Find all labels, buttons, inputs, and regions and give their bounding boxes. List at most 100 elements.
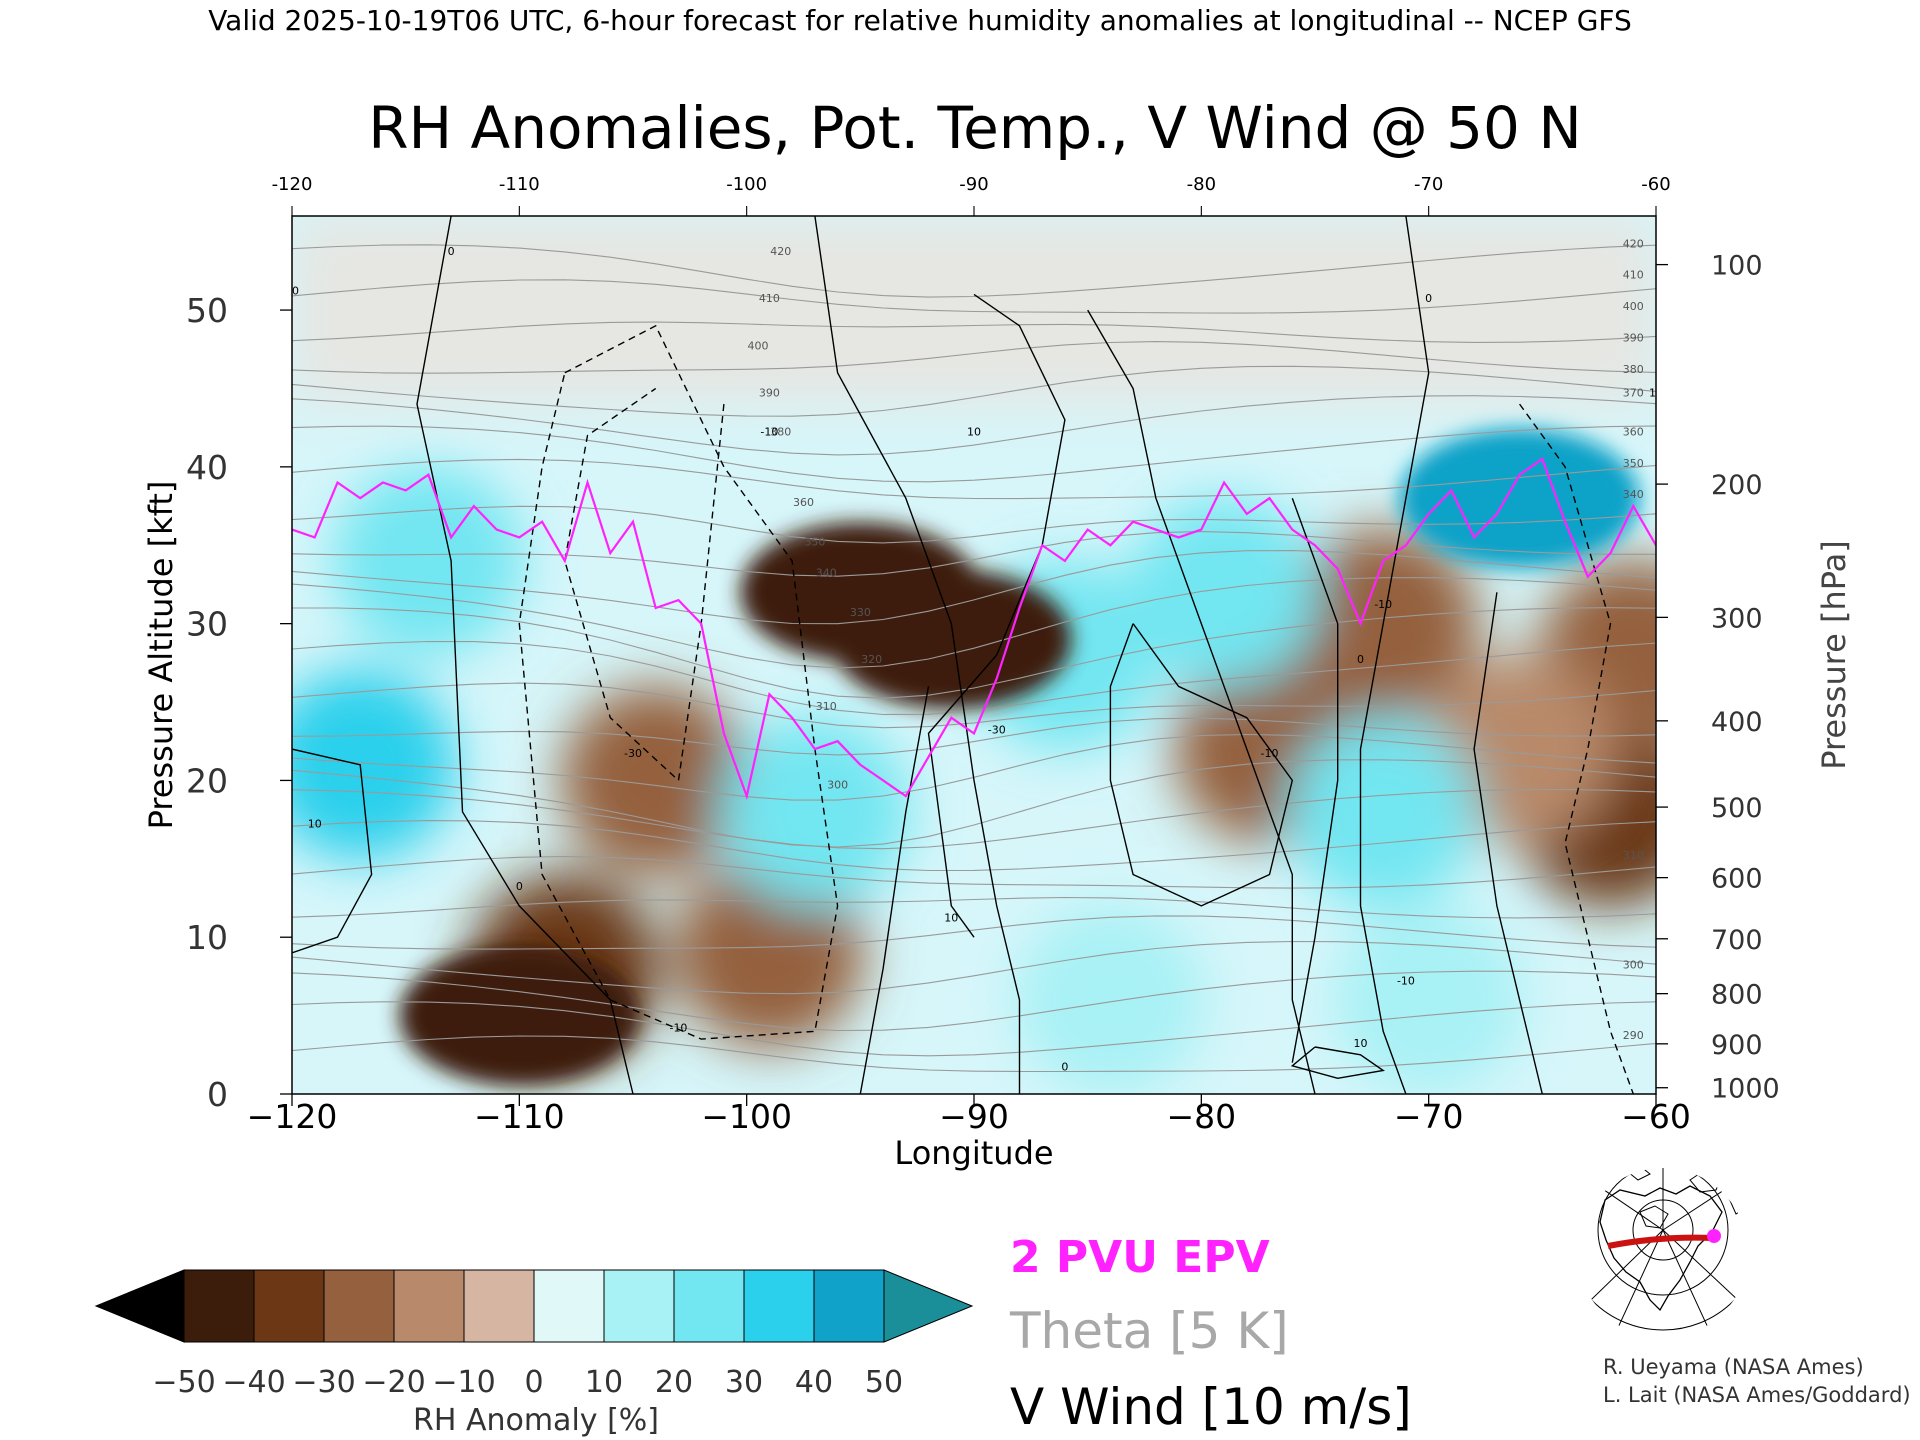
theta-label-16: 380: [1623, 363, 1644, 376]
colorbar-label: RH Anomaly [%]: [413, 1403, 659, 1438]
theta-label-19: 350: [1623, 457, 1644, 470]
theta-isentrope-405: [292, 341, 1656, 374]
colorbar-tick-label: −30: [292, 1365, 355, 1400]
rh-feature-19: [1333, 904, 1524, 1094]
pressure-tick-label: 800: [1711, 980, 1763, 1011]
v-wind-contour-10: [1519, 403, 1634, 1094]
theta-label-10: 310: [816, 700, 837, 713]
theta-label-13: 410: [1623, 269, 1644, 282]
page-header: Valid 2025-10-19T06 UTC, 6-hour forecast…: [208, 4, 1632, 37]
top-tick-label: -60: [1641, 174, 1670, 195]
v-wind-contour-6: [1087, 309, 1316, 1094]
v-wind-contour-0: [416, 216, 634, 1094]
top-tick-label: -120: [272, 174, 313, 195]
theta-isentrope-410: [292, 321, 1656, 343]
pressure-tick-label: 300: [1711, 603, 1763, 634]
theta-isentrope-350: [292, 682, 1656, 729]
theta-isentrope-325: [292, 820, 1656, 872]
theta-label-11: 300: [827, 778, 848, 791]
theta-isentrope-290: [292, 1035, 1656, 1073]
theta-isentrope-355: [292, 640, 1656, 716]
colorbar-bin-4: [463, 1269, 535, 1343]
y-tick-label: 10: [186, 918, 228, 957]
y-tick-label: 0: [207, 1075, 228, 1114]
colorbar-tick-label: 10: [585, 1365, 623, 1400]
theta-isentrope-395: [292, 395, 1656, 456]
pressure-tick-label: 400: [1711, 707, 1763, 738]
v-wind-contour-9: [1359, 216, 1430, 1094]
colorbar-high-extend: [883, 1269, 974, 1343]
theta-label-22: 300: [1623, 959, 1644, 972]
vwind-label-5: -30: [624, 747, 642, 760]
theta-label-0: 420: [770, 245, 791, 258]
credit-line-1: R. Ueyama (NASA Ames): [1603, 1355, 1864, 1379]
theta-label-7: 340: [816, 567, 837, 580]
vwind-label-10: 0: [1061, 1060, 1068, 1073]
x-tick-label: −100: [701, 1097, 792, 1136]
vwind-label-14: -10: [1397, 974, 1415, 987]
pressure-tick-label: 100: [1711, 251, 1763, 282]
colorbar-tick-label: −20: [362, 1365, 425, 1400]
vwind-label-17: 10: [1649, 386, 1663, 399]
theta-isentrope-370: [292, 550, 1656, 625]
pressure-tick-label: 200: [1711, 470, 1763, 501]
vwind-label-7: 10: [967, 426, 981, 439]
theta-isentrope-390: [292, 425, 1656, 483]
chart-title: RH Anomalies, Pot. Temp., V Wind @ 50 N: [368, 94, 1582, 162]
theta-isentrope-335: [292, 759, 1656, 848]
rh-feature-2: [399, 945, 640, 1086]
x-tick-label: −90: [939, 1097, 1009, 1136]
credit-line-2: L. Lait (NASA Ames/Goddard): [1603, 1383, 1911, 1407]
theta-isentrope-330: [292, 788, 1656, 850]
top-tick-label: -110: [499, 174, 540, 195]
y2-axis-label: Pressure [hPa]: [1815, 540, 1853, 770]
colorbar-tick-label: 50: [865, 1365, 903, 1400]
colorbar-bin-8: [743, 1269, 815, 1343]
v-wind-contour-2: [518, 324, 839, 1040]
rh-feature-16: [1288, 716, 1479, 907]
theta-isentrope-345: [292, 717, 1656, 756]
vwind-label-4: -10: [760, 426, 778, 439]
rh-feature-1: [831, 569, 1072, 710]
top-tick-label: -80: [1187, 174, 1216, 195]
theta-isentrope-380: [292, 505, 1656, 544]
vwind-label-6: -10: [669, 1021, 687, 1034]
top-tick-label: -100: [726, 174, 767, 195]
top-tick-label: -90: [959, 174, 988, 195]
colorbar: −50 −40 −30 −20 −10 0 10 20 30 40 50: [94, 1269, 974, 1400]
vwind-label-8: 10: [944, 912, 958, 925]
theta-isentrope-420: [292, 244, 1656, 298]
theta-label-4: 380: [770, 426, 791, 439]
v-wind-contour-1: [292, 748, 373, 954]
pressure-tick-label: 500: [1711, 793, 1763, 824]
top-tick-label: -70: [1414, 174, 1443, 195]
v-wind-contour-11: [1473, 592, 1543, 1094]
x-axis-label: Longitude: [894, 1134, 1053, 1172]
vwind-label-0: 0: [516, 880, 523, 893]
colorbar-tick-label: 20: [655, 1365, 693, 1400]
vwind-label-13: 0: [1357, 653, 1364, 666]
upper-neutral-band: [292, 216, 1656, 405]
colorbar-tick-label: 0: [524, 1365, 543, 1400]
v-wind-contour-8: [1109, 623, 1294, 907]
legend-theta: Theta [5 K]: [1009, 1302, 1289, 1360]
colorbar-bin-6: [603, 1269, 675, 1343]
x-tick-label: −80: [1167, 1097, 1237, 1136]
theta-label-21: 310: [1623, 849, 1644, 862]
theta-isentrope-415: [292, 279, 1656, 314]
theta-isentrope-310: [292, 915, 1656, 950]
inset-marker: [1707, 1229, 1721, 1243]
colorbar-bin-1: [253, 1269, 325, 1343]
vwind-label-16: 0: [1425, 292, 1432, 305]
pressure-tick-label: 700: [1711, 925, 1763, 956]
inset-map: [1578, 1168, 1748, 1338]
y-tick-label: 40: [186, 448, 228, 487]
theta-label-9: 320: [861, 653, 882, 666]
colorbar-bin-5: [533, 1269, 605, 1343]
colorbar-tick-label: −10: [432, 1365, 495, 1400]
epv-2pvu-line: [292, 457, 1656, 801]
vwind-label-2: 10: [285, 284, 299, 297]
inset-cross-section-path: [1607, 1234, 1713, 1249]
y-tick-label: 20: [186, 761, 228, 800]
